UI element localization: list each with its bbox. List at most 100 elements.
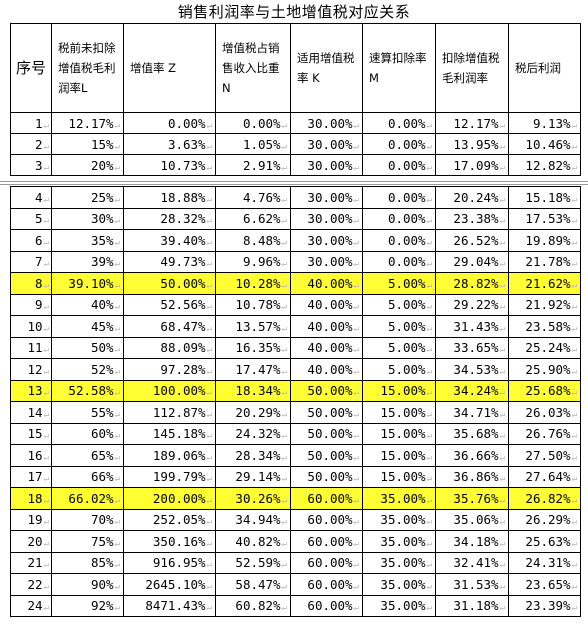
cell-value: 6.62% <box>242 211 281 227</box>
cell-value: 350.16% <box>152 533 206 549</box>
paragraph-mark-icon: ↵ <box>281 431 287 442</box>
paragraph-mark-icon: ↵ <box>571 409 577 420</box>
paragraph-mark-icon: ↵ <box>499 120 505 131</box>
cell-deduct: 5.00%↵ <box>362 272 436 295</box>
cell-rate: 88.09%↵ <box>123 336 216 359</box>
paragraph-mark-icon: ↵ <box>43 302 49 313</box>
cell-pretax: 52%↵ <box>51 358 124 381</box>
header-gross: 扣除增值税毛利润率 <box>435 23 509 113</box>
paragraph-mark-icon: ↵ <box>571 581 577 592</box>
cell-rate: 10.73%↵ <box>123 154 216 176</box>
paragraph-mark-icon: ↵ <box>426 538 432 549</box>
paragraph-mark-icon: ↵ <box>114 388 120 399</box>
cell-value: 12 <box>27 361 43 377</box>
paragraph-mark-icon: ↵ <box>281 517 287 528</box>
paragraph-mark-icon: ↵ <box>353 452 359 463</box>
cell-seq: 4↵ <box>10 186 52 209</box>
cell-value: 35.00% <box>380 533 426 549</box>
cell-value: 916.95% <box>152 555 206 571</box>
table-row: 11↵ 50%↵ 88.09%↵ 16.35%↵ 40.00%↵ 5.00%↵ 33.65%… <box>10 336 581 359</box>
paragraph-mark-icon: ↵ <box>281 216 287 227</box>
cell-pretax: 45%↵ <box>51 315 124 338</box>
cell-gross: 36.66%↵ <box>435 444 509 467</box>
paragraph-mark-icon: ↵ <box>353 194 359 205</box>
paragraph-mark-icon: ↵ <box>114 345 120 356</box>
cell-value: 60.00% <box>307 533 353 549</box>
header-deduct: 速算扣除率 M <box>362 23 436 113</box>
cell-deduct: 0.00%↵ <box>362 207 436 230</box>
paragraph-mark-icon: ↵ <box>281 388 287 399</box>
cell-pretax: 52.58%↵ <box>51 379 124 402</box>
paragraph-mark-icon: ↵ <box>43 388 49 399</box>
cell-taxrate: 50.00%↵ <box>290 422 363 445</box>
paragraph-mark-icon: ↵ <box>571 216 577 227</box>
cell-taxrate: 60.00%↵ <box>290 487 363 510</box>
paragraph-mark-icon: ↵ <box>571 120 577 131</box>
cell-value: 14 <box>27 404 43 420</box>
paragraph-mark-icon: ↵ <box>43 216 49 227</box>
paragraph-mark-icon: ↵ <box>499 452 505 463</box>
table-row: 16↵ 65%↵ 189.06%↵ 28.34%↵ 50.00%↵ 15.00%↵ 36.6… <box>10 444 581 467</box>
paragraph-mark-icon: ↵ <box>353 431 359 442</box>
cell-value: 21.92% <box>525 297 571 313</box>
paragraph-mark-icon: ↵ <box>281 302 287 313</box>
cell-value: 0.00% <box>242 115 281 131</box>
paragraph-mark-icon: ↵ <box>571 431 577 442</box>
paragraph-mark-icon: ↵ <box>499 237 505 248</box>
paragraph-mark-icon: ↵ <box>206 366 212 377</box>
paragraph-mark-icon: ↵ <box>571 538 577 549</box>
table-row: 14↵ 55%↵ 112.87%↵ 20.29%↵ 50.00%↵ 15.00%↵ 34.7… <box>10 401 581 424</box>
cell-rate: 8471.43%↵ <box>123 594 216 617</box>
paragraph-mark-icon: ↵ <box>114 141 120 152</box>
cell-value: 17.09% <box>453 157 499 173</box>
cell-value: 12.17% <box>453 115 499 131</box>
cell-value: 39% <box>91 254 114 270</box>
cell-deduct: 15.00%↵ <box>362 379 436 402</box>
cell-share: 16.35%↵ <box>215 336 291 359</box>
cell-value: 28.34% <box>235 447 281 463</box>
cell-value: 49.73% <box>160 254 206 270</box>
paragraph-mark-icon: ↵ <box>499 162 505 173</box>
cell-value: 23.58% <box>525 318 571 334</box>
cell-share: 10.28%↵ <box>215 272 291 295</box>
cell-value: 2 <box>35 136 43 152</box>
cell-rate: 39.40%↵ <box>123 229 216 252</box>
cell-gross: 34.53%↵ <box>435 358 509 381</box>
paragraph-mark-icon: ↵ <box>206 216 212 227</box>
cell-value: 70% <box>91 512 114 528</box>
cell-rate: 97.28%↵ <box>123 358 216 381</box>
cell-share: 20.29%↵ <box>215 401 291 424</box>
cell-value: 5 <box>35 211 43 227</box>
cell-rate: 52.56%↵ <box>123 293 216 316</box>
cell-value: 18 <box>27 490 43 506</box>
cell-value: 10 <box>27 318 43 334</box>
cell-seq: 21↵ <box>10 551 52 574</box>
paragraph-mark-icon: ↵ <box>499 194 505 205</box>
cell-net: 21.78%↵ <box>508 250 581 273</box>
table-row: 2↵ 15%↵ 3.63%↵ 1.05%↵ 30.00%↵ 0.00%↵ 13.95%↵ 10… <box>10 133 581 155</box>
paragraph-mark-icon: ↵ <box>206 237 212 248</box>
cell-value: 50% <box>91 340 114 356</box>
cell-value: 40% <box>91 297 114 313</box>
cell-value: 34.24% <box>453 383 499 399</box>
cell-value: 60.00% <box>307 576 353 592</box>
cell-net: 26.76%↵ <box>508 422 581 445</box>
cell-value: 50.00% <box>307 469 353 485</box>
paragraph-mark-icon: ↵ <box>353 538 359 549</box>
cell-deduct: 0.00%↵ <box>362 250 436 273</box>
table-row: 5↵ 30%↵ 28.32%↵ 6.62%↵ 30.00%↵ 0.00%↵ 23.38%↵ 1… <box>10 207 581 230</box>
paragraph-mark-icon: ↵ <box>43 237 49 248</box>
cell-deduct: 35.00%↵ <box>362 551 436 574</box>
cell-value: 40.00% <box>307 275 353 291</box>
paragraph-mark-icon: ↵ <box>426 280 432 291</box>
relation-table-top: 序号 税前未扣除增值税毛利润率L 增值率 Z 增值税占销售收入比重 N 适用增值… <box>10 23 581 176</box>
cell-value: 30% <box>91 211 114 227</box>
paragraph-mark-icon: ↵ <box>353 581 359 592</box>
paragraph-mark-icon: ↵ <box>43 345 49 356</box>
cell-value: 0.00% <box>387 211 426 227</box>
cell-value: 34.71% <box>453 404 499 420</box>
cell-share: 29.14%↵ <box>215 465 291 488</box>
cell-taxrate: 50.00%↵ <box>290 379 363 402</box>
cell-value: 24.31% <box>525 555 571 571</box>
cell-value: 30.00% <box>307 254 353 270</box>
